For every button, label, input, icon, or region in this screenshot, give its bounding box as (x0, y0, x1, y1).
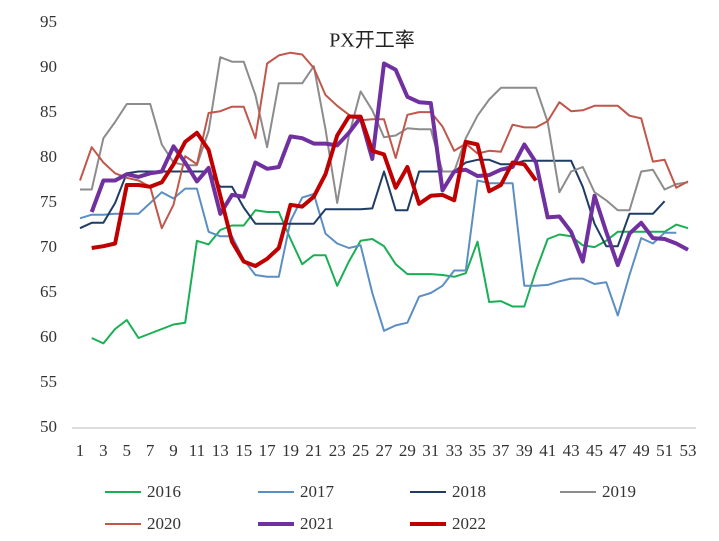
x-tick-label: 25 (352, 441, 369, 460)
x-tick-label: 49 (633, 441, 650, 460)
series-line (91, 209, 689, 345)
x-tick-label: 9 (169, 441, 178, 460)
x-tick-label: 45 (586, 441, 603, 460)
y-tick-label: 95 (40, 12, 57, 31)
y-tick-label: 70 (40, 237, 57, 256)
x-tick-label: 23 (329, 441, 346, 460)
legend-label: 2016 (147, 482, 181, 501)
legend-label: 2020 (147, 514, 181, 533)
x-tick-label: 13 (212, 441, 229, 460)
chart-title: PX开工率 (329, 29, 415, 52)
series-line (79, 179, 677, 332)
y-tick-label: 80 (40, 147, 57, 166)
series-line (79, 51, 689, 230)
series-line (89, 61, 689, 268)
x-tick-label: 39 (516, 441, 533, 460)
x-tick-label: 11 (189, 441, 205, 460)
y-tick-label: 65 (40, 282, 57, 301)
legend-label: 2017 (300, 482, 335, 501)
y-tick-label: 60 (40, 327, 57, 346)
x-tick-label: 43 (563, 441, 580, 460)
x-tick-label: 53 (680, 441, 697, 460)
y-tick-label: 50 (40, 417, 57, 436)
series-line (80, 56, 689, 212)
x-tick-label: 17 (259, 441, 277, 460)
x-tick-label: 51 (656, 441, 673, 460)
x-tick-label: 37 (492, 441, 510, 460)
x-tick-label: 3 (99, 441, 108, 460)
x-tick-label: 1 (76, 441, 85, 460)
legend-label: 2021 (300, 514, 334, 533)
x-tick-label: 5 (123, 441, 132, 460)
x-tick-label: 31 (422, 441, 439, 460)
series-line (79, 158, 666, 248)
legend-label: 2022 (452, 514, 486, 533)
y-tick-label: 75 (40, 192, 57, 211)
x-tick-label: 33 (446, 441, 463, 460)
x-tick-label: 21 (305, 441, 322, 460)
x-tick-label: 7 (146, 441, 155, 460)
y-tick-label: 55 (40, 372, 57, 391)
x-tick-label: 19 (282, 441, 299, 460)
y-tick-label: 90 (40, 57, 57, 76)
x-tick-label: 41 (539, 441, 556, 460)
legend-label: 2018 (452, 482, 486, 501)
y-tick-label: 85 (40, 102, 57, 121)
x-tick-label: 35 (469, 441, 486, 460)
x-tick-label: 29 (399, 441, 416, 460)
x-tick-label: 27 (376, 441, 394, 460)
x-tick-label: 15 (235, 441, 252, 460)
series-line (91, 114, 538, 268)
x-tick-label: 47 (609, 441, 627, 460)
legend-label: 2019 (602, 482, 636, 501)
